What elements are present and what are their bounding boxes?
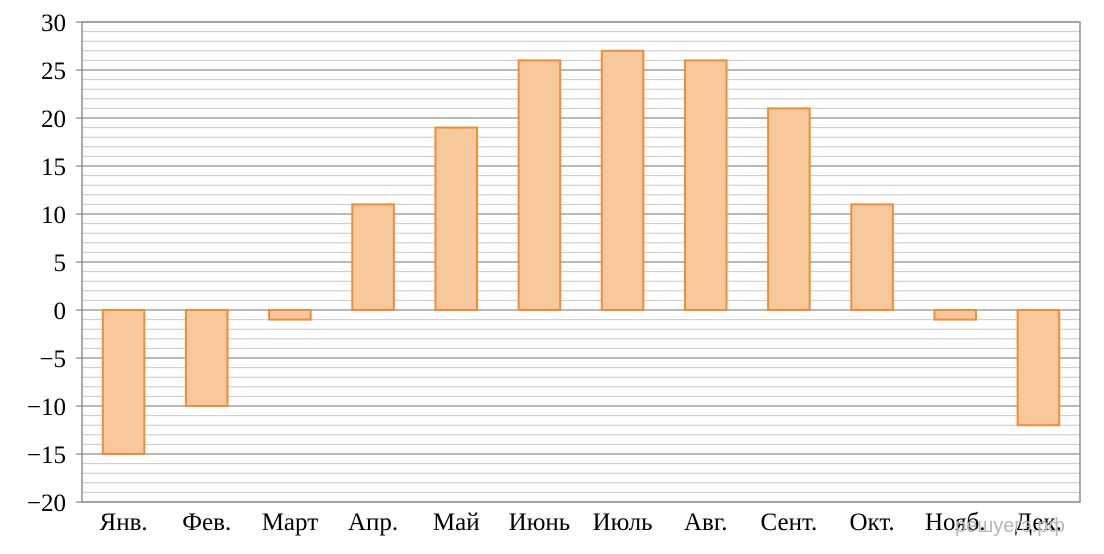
x-category-label: Фев. — [182, 509, 231, 536]
bar-11 — [933, 309, 978, 321]
y-tick-label: 30 — [41, 10, 66, 37]
x-category-label: Март — [262, 509, 318, 536]
x-category-label: Май — [433, 509, 480, 536]
y-tick-label: 10 — [41, 202, 66, 229]
watermark: решуегэ.рф — [955, 515, 1065, 537]
y-tick-label: −15 — [27, 442, 66, 469]
x-category-label: Дек. — [1015, 509, 1062, 536]
x-category-label: Окт. — [849, 509, 894, 536]
y-tick-label: 20 — [41, 106, 66, 133]
bar-1 — [101, 309, 146, 455]
bar-3 — [268, 309, 312, 321]
bar-7 — [600, 49, 645, 312]
bar-5 — [434, 126, 479, 311]
x-category-label: Нояб. — [925, 509, 986, 536]
y-tick-label: −10 — [27, 394, 66, 421]
y-tick-label: 0 — [54, 298, 67, 325]
y-tick-label: −20 — [27, 490, 66, 517]
bar-10 — [850, 203, 894, 311]
x-axis: Янв. Фев. Март Апр. Май Июнь Июль Авг. Сент. Окт.… — [100, 509, 1062, 536]
x-category-label: Янв. — [100, 509, 148, 536]
x-category-label: Апр. — [348, 509, 398, 536]
x-category-label: Сент. — [761, 509, 818, 536]
bar-2 — [184, 309, 229, 407]
y-axis: −20 −15 −10 −5 0 5 10 15 20 25 30 — [27, 10, 82, 517]
bar-6 — [517, 59, 562, 312]
x-category-label: Авг. — [684, 509, 728, 536]
y-tick-label: 25 — [41, 58, 66, 85]
y-tick-label: 5 — [54, 250, 67, 277]
y-tick-label: −5 — [39, 346, 66, 373]
bar-4 — [351, 203, 395, 311]
x-category-label: Июнь — [509, 509, 571, 536]
bar-8 — [683, 59, 728, 312]
bar-9 — [767, 107, 811, 312]
bar-12 — [1016, 309, 1061, 427]
y-tick-label: 15 — [41, 154, 66, 181]
x-category-label: Июль — [593, 509, 653, 536]
bars — [101, 49, 1061, 455]
gridlines — [82, 21, 1080, 503]
